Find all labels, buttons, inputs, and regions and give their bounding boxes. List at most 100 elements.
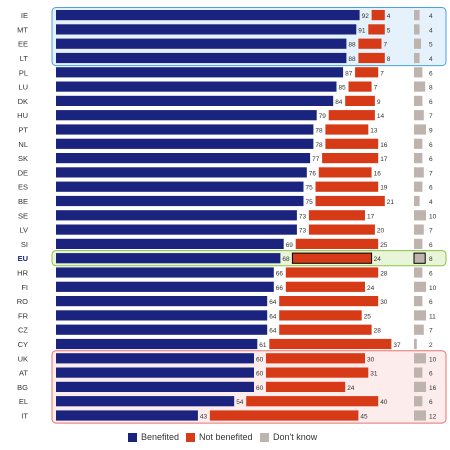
bar-not-benefited — [308, 224, 375, 235]
data-label-benefited: 88 — [348, 42, 356, 49]
data-label-benefited: 68 — [282, 256, 290, 263]
bar-benefited — [56, 67, 344, 78]
data-label-benefited: 85 — [339, 85, 347, 92]
bar-not-benefited — [279, 296, 379, 307]
category-label: EE — [18, 40, 28, 49]
stacked-bar-chart: IE 92 4 4MT 91 5 4EE 88 7 5LT 88 8 4PL 87 7 6LU 85 7 8DK 84… — [17, 7, 447, 424]
bar-not-benefited — [325, 138, 379, 149]
data-label-dont-know: 6 — [429, 299, 433, 306]
data-label-benefited: 75 — [306, 199, 314, 206]
data-label-not-benefited: 37 — [393, 342, 401, 349]
bar-benefited — [56, 338, 258, 350]
data-label-dont-know: 12 — [429, 414, 437, 421]
category-label: AT — [19, 369, 28, 378]
category-label: BE — [18, 197, 28, 206]
data-label-benefited: 61 — [259, 342, 267, 349]
category-label: LT — [20, 54, 29, 63]
bar-dont-know — [414, 38, 421, 49]
category-label: IT — [21, 412, 28, 421]
data-label-dont-know: 6 — [429, 371, 433, 378]
bar-dont-know — [414, 95, 423, 106]
bar-dont-know — [414, 167, 424, 178]
bar-not-benefited — [368, 24, 385, 35]
data-label-dont-know: 6 — [429, 99, 433, 106]
data-label-dont-know: 6 — [429, 271, 433, 278]
data-label-dont-know: 6 — [429, 185, 433, 192]
bar-not-benefited — [308, 210, 365, 221]
category-label: EL — [19, 397, 28, 406]
data-label-dont-know: 6 — [429, 399, 433, 406]
category-label: CZ — [18, 326, 28, 335]
bar-dont-know — [414, 296, 423, 307]
category-label: FR — [18, 311, 29, 320]
legend-label-dont-know: Don't know — [273, 432, 318, 442]
data-label-benefited: 88 — [348, 56, 356, 63]
category-label: SE — [18, 211, 28, 220]
bar-dont-know — [414, 153, 423, 164]
bar-benefited — [56, 167, 307, 178]
category-label: UK — [18, 354, 28, 363]
data-label-benefited: 73 — [299, 228, 307, 235]
data-label-benefited: 60 — [256, 356, 264, 363]
bar-benefited — [56, 10, 360, 21]
category-label: BG — [17, 383, 28, 392]
bar-benefited — [56, 367, 254, 378]
category-label: DE — [18, 168, 28, 177]
bar-benefited — [56, 38, 347, 49]
data-label-not-benefited: 28 — [380, 271, 388, 278]
bar-not-benefited — [295, 238, 379, 249]
bar-not-benefited — [325, 124, 369, 135]
legend-item-dont-know: Don't know — [260, 432, 317, 442]
category-label: CY — [18, 340, 28, 349]
category-label: RO — [17, 297, 28, 306]
bar-dont-know — [413, 252, 426, 264]
data-label-not-benefited: 4 — [387, 13, 391, 20]
data-label-not-benefited: 7 — [374, 85, 378, 92]
category-label: ES — [18, 183, 28, 192]
data-label-not-benefited: 5 — [387, 27, 391, 34]
category-label: PL — [19, 68, 28, 77]
data-label-benefited: 54 — [236, 399, 244, 406]
data-label-dont-know: 4 — [429, 27, 433, 34]
category-label: DK — [18, 97, 28, 106]
bar-dont-know — [414, 10, 420, 21]
category-label: LV — [19, 226, 28, 235]
data-label-benefited: 60 — [256, 385, 264, 392]
data-label-benefited: 76 — [309, 170, 317, 177]
bar-dont-know — [414, 24, 420, 35]
data-label-benefited: 69 — [286, 242, 294, 249]
data-label-not-benefited: 14 — [377, 113, 385, 120]
bar-not-benefited — [355, 67, 379, 78]
bar-dont-know — [414, 195, 420, 207]
data-label-dont-know: 9 — [429, 128, 433, 135]
category-label: SI — [21, 240, 28, 249]
data-label-dont-know: 7 — [429, 228, 433, 235]
bar-not-benefited — [345, 95, 375, 106]
bar-not-benefited — [285, 281, 365, 292]
bar-not-benefited — [266, 353, 365, 364]
bar-benefited — [56, 238, 284, 249]
legend-swatch-not-benefited — [186, 432, 195, 442]
data-label-not-benefited: 24 — [374, 256, 382, 263]
data-label-not-benefited: 19 — [380, 185, 388, 192]
bar-not-benefited — [266, 381, 346, 392]
data-label-benefited: 78 — [315, 142, 323, 149]
data-label-dont-know: 5 — [429, 42, 433, 49]
data-label-not-benefited: 17 — [367, 213, 375, 220]
bar-dont-know — [414, 52, 420, 64]
bar-benefited — [56, 52, 347, 64]
bar-benefited — [56, 153, 311, 164]
bar-benefited — [56, 410, 198, 421]
bar-benefited — [56, 396, 235, 407]
bar-benefited — [56, 296, 268, 307]
legend: Benefited Not benefited Don't know — [0, 432, 450, 446]
bar-dont-know — [414, 381, 426, 392]
data-label-benefited: 91 — [358, 27, 366, 34]
bar-benefited — [56, 210, 297, 221]
data-label-not-benefited: 25 — [380, 242, 388, 249]
bar-benefited — [56, 181, 304, 192]
bar-not-benefited — [285, 267, 379, 278]
bar-dont-know — [414, 267, 423, 278]
data-label-benefited: 84 — [335, 99, 343, 106]
bar-benefited — [56, 95, 334, 106]
